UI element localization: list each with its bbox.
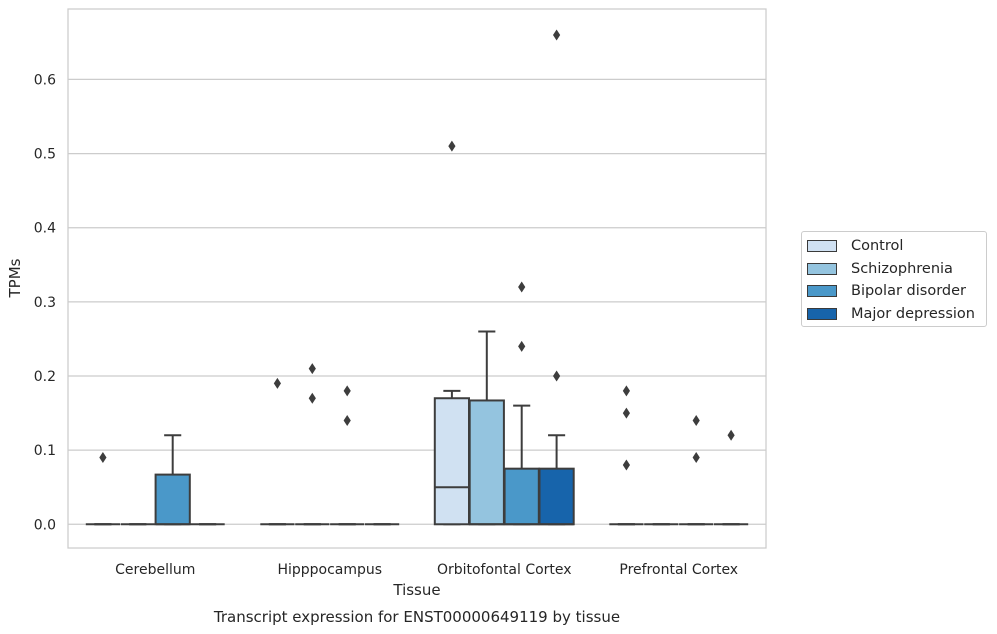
legend-swatch bbox=[807, 262, 837, 275]
x-tick-label: Cerebellum bbox=[115, 562, 195, 578]
legend-item: Control bbox=[807, 235, 986, 258]
y-tick-label: 0.3 bbox=[34, 295, 56, 311]
outlier-point bbox=[448, 140, 456, 152]
chart-title: Transcript expression for ENST0000064911… bbox=[213, 608, 620, 626]
plot-area-frame bbox=[67, 8, 767, 549]
outlier-point bbox=[553, 370, 561, 382]
legend-label: Control bbox=[851, 238, 904, 255]
box-group bbox=[330, 385, 365, 526]
outlier-point bbox=[308, 363, 316, 375]
legend-label: Schizophrenia bbox=[851, 260, 953, 277]
box-group bbox=[468, 330, 505, 526]
outlier-point bbox=[343, 414, 351, 426]
y-tick-label: 0.6 bbox=[34, 72, 56, 88]
outlier-point bbox=[99, 452, 107, 464]
legend-item: Schizophrenia bbox=[807, 258, 986, 281]
outlier-point bbox=[553, 29, 561, 41]
box-iqr bbox=[433, 397, 471, 526]
outlier-point bbox=[518, 281, 526, 293]
box-group bbox=[295, 363, 330, 526]
outlier-point bbox=[622, 385, 630, 397]
outlier-point bbox=[343, 385, 351, 397]
y-tick-labels: 0.0 0.1 0.2 0.3 0.4 0.5 0.6 bbox=[34, 72, 56, 533]
y-tick-label: 0.1 bbox=[34, 443, 56, 459]
box-group bbox=[713, 429, 749, 526]
outlier-point bbox=[622, 459, 630, 471]
legend-swatch bbox=[807, 285, 837, 298]
box-iqr bbox=[468, 399, 505, 526]
box-group bbox=[154, 434, 191, 526]
gridlines bbox=[68, 78, 766, 525]
box-group bbox=[85, 452, 121, 526]
legend-item: Major depression bbox=[807, 303, 986, 326]
x-tick-label: Orbitofontal Cortex bbox=[437, 562, 572, 578]
legend: Control Schizophrenia Bipolar disorder Majo… bbox=[801, 231, 987, 327]
outlier-point bbox=[622, 407, 630, 419]
y-tick-label: 0.0 bbox=[34, 517, 56, 533]
y-tick-label: 0.5 bbox=[34, 147, 56, 163]
x-tick-labels: Cerebellum Hipppocampus Orbitofontal Corte… bbox=[115, 562, 738, 578]
y-tick-label: 0.4 bbox=[34, 221, 56, 237]
legend-swatch bbox=[807, 307, 837, 320]
box-group bbox=[679, 414, 714, 526]
box-series bbox=[85, 29, 749, 526]
x-tick-label: Hipppocampus bbox=[277, 562, 382, 578]
box-iqr bbox=[154, 473, 191, 526]
box-group bbox=[260, 377, 295, 526]
box-iqr bbox=[503, 467, 540, 526]
outlier-point bbox=[308, 392, 316, 404]
x-axis-title: Tissue bbox=[392, 581, 440, 599]
legend-item: Bipolar disorder bbox=[807, 280, 986, 303]
box-group bbox=[609, 385, 644, 526]
y-axis-title: TPMs bbox=[6, 258, 24, 298]
box-iqr bbox=[538, 467, 575, 526]
outlier-point bbox=[518, 340, 526, 352]
x-tick-label: Prefrontal Cortex bbox=[619, 562, 738, 578]
outlier-point bbox=[273, 377, 281, 389]
box-group bbox=[538, 29, 575, 526]
legend-swatch bbox=[807, 240, 837, 253]
outlier-point bbox=[727, 429, 735, 441]
legend-label: Major depression bbox=[851, 305, 975, 322]
y-tick-label: 0.2 bbox=[34, 369, 56, 385]
legend-label: Bipolar disorder bbox=[851, 283, 966, 300]
box-group bbox=[433, 140, 471, 526]
outlier-point bbox=[692, 452, 700, 464]
box-group bbox=[503, 281, 540, 526]
outlier-point bbox=[692, 414, 700, 426]
